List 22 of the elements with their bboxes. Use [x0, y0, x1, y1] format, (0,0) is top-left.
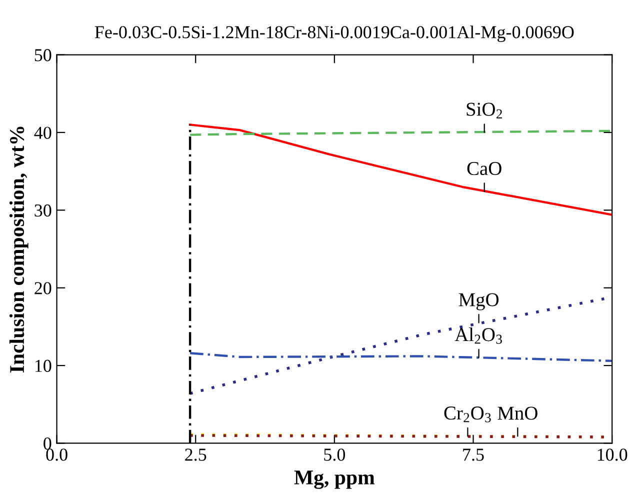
y-tick-label: 30 [34, 204, 52, 217]
y-axis-title: Inclusion composition, wt% [9, 126, 28, 372]
chart-title: Fe-0.03C-0.5Si-1.2Mn-18Cr-8Ni-0.0019Ca-0.001Al-Mg-0.0069O [94, 26, 574, 42]
x-axis-title: Mg, ppm [294, 470, 375, 489]
y-tick-label: 50 [34, 49, 52, 62]
line-series [188, 352, 612, 362]
annotation: SiO$_{2}$ [466, 102, 502, 118]
x-tick-label: 10.0 [598, 448, 628, 461]
annotation: Al$_{2}$O$_{3}$ [454, 328, 502, 344]
y-tick-label: 40 [34, 126, 52, 139]
annotation: MgO [458, 293, 499, 310]
x-tick-label: 0.0 [46, 448, 68, 461]
annotation: Cr$_{2}$O$_{3}$ [444, 406, 491, 422]
x-tick-label: 5.0 [324, 448, 346, 461]
y-tick-label: 0 [44, 437, 52, 450]
line-series [188, 124, 612, 216]
x-tick-label: 7.5 [463, 448, 484, 461]
annotation: CaO [467, 162, 502, 176]
y-tick-label: 10 [35, 360, 52, 372]
y-tick-label: 20 [34, 282, 52, 294]
annotation: MnO [498, 406, 538, 420]
x-tick-label: 2.5 [185, 448, 206, 461]
